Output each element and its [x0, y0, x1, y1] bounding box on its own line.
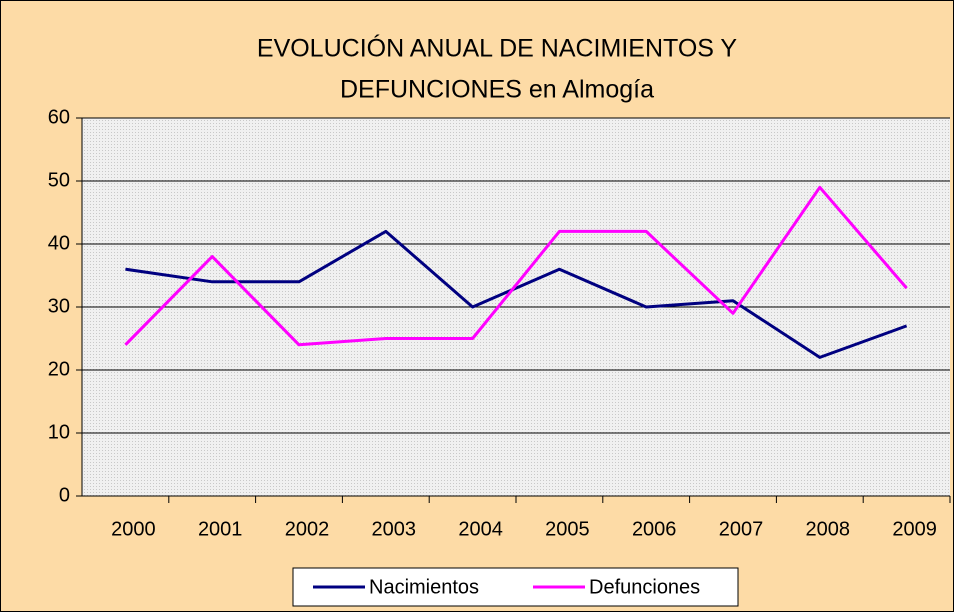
legend-box	[292, 567, 739, 607]
x-tick-label: 2003	[372, 518, 417, 540]
y-tick-label: 30	[48, 295, 70, 317]
x-tick-label: 2007	[719, 518, 764, 540]
x-tick-label: 2008	[806, 518, 851, 540]
x-tick-label: 2000	[111, 518, 156, 540]
y-tick-label: 40	[48, 232, 70, 254]
y-tick-label: 50	[48, 169, 70, 191]
chart-title: EVOLUCIÓN ANUAL DE NACIMIENTOS Y	[257, 34, 738, 63]
legend-label: Nacimientos	[369, 576, 479, 598]
x-tick-label: 2002	[285, 518, 330, 540]
y-tick-label: 0	[59, 484, 70, 506]
x-tick-label: 2001	[198, 518, 243, 540]
x-tick-label: 2004	[458, 518, 503, 540]
y-tick-label: 20	[48, 358, 70, 380]
chart-title: DEFUNCIONES en Almogía	[340, 76, 654, 104]
x-tick-label: 2009	[892, 518, 937, 540]
legend-label: Defunciones	[589, 576, 700, 598]
x-tick-label: 2006	[632, 518, 677, 540]
y-tick-label: 10	[48, 421, 70, 443]
data-line	[125, 229, 908, 359]
y-tick-label: 60	[48, 106, 70, 128]
data-line	[124, 185, 908, 347]
x-tick-label: 2005	[545, 518, 590, 540]
